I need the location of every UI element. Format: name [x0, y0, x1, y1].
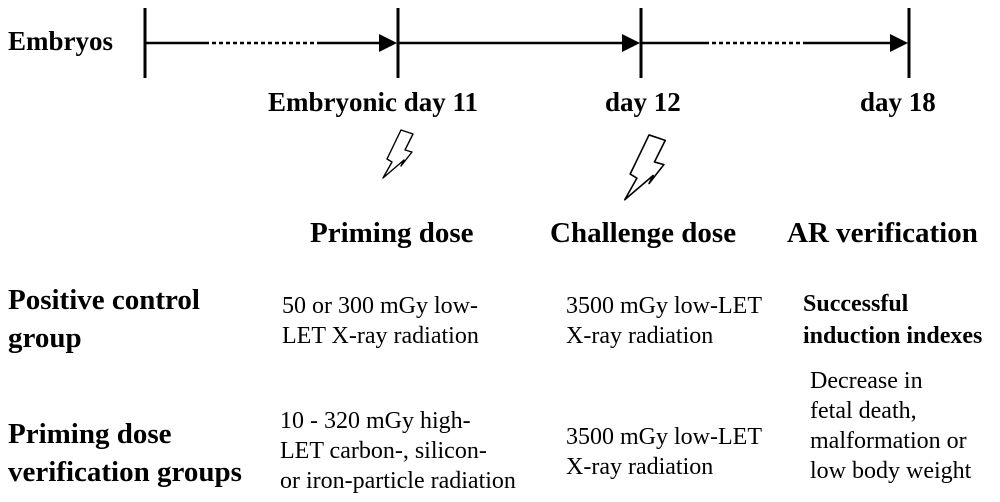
group-name-line: Priming dose [8, 418, 172, 450]
arrowhead-3 [890, 34, 908, 52]
group-name-line: verification groups [8, 456, 242, 488]
embryos-label: Embryos [8, 26, 114, 56]
cell-line: 10 - 320 mGy high- [280, 408, 471, 434]
positive-control-group-label: Positive control group [8, 281, 200, 357]
priming-dose-heading: Priming dose [310, 217, 474, 249]
heading-line: Successful [803, 291, 909, 317]
heading-line: induction indexes [803, 323, 983, 349]
detail-line: low body weight [810, 458, 972, 484]
group-name-line: group [8, 322, 82, 354]
cell-line: 50 or 300 mGy low- [282, 293, 478, 319]
priming-verification-challenge-cell: 3500 mGy low-LET X-ray radiation [566, 422, 762, 482]
detail-line: malformation or [810, 428, 967, 454]
detail-line: fetal death, [810, 398, 917, 424]
arrowhead-1 [379, 34, 397, 52]
tick-label-day-12: day 12 [605, 87, 681, 117]
detail-line: Decrease in [810, 368, 923, 394]
success-indexes-heading: Successful induction indexes [803, 288, 982, 352]
tick-label-day-11: Embryonic day 11 [268, 87, 479, 117]
verification-detail: Decrease in fetal death, malformation or… [810, 366, 971, 486]
challenge-dose-heading: Challenge dose [550, 217, 737, 249]
cell-line: 3500 mGy low-LET [566, 293, 762, 319]
group-name-line: Positive control [8, 284, 200, 316]
priming-lightning-icon [382, 129, 414, 179]
cell-line: or iron-particle radiation [280, 468, 516, 494]
cell-line: X-ray radiation [566, 454, 714, 480]
cell-line: X-ray radiation [566, 323, 714, 349]
challenge-lightning-icon [623, 134, 667, 201]
cell-line: 3500 mGy low-LET [566, 424, 762, 450]
priming-verification-priming-cell: 10 - 320 mGy high- LET carbon-, silicon-… [280, 406, 516, 496]
positive-control-priming-cell: 50 or 300 mGy low- LET X-ray radiation [282, 291, 479, 351]
ar-verification-heading: AR verification [787, 217, 978, 249]
arrowhead-2 [622, 34, 640, 52]
cell-line: LET carbon-, silicon- [280, 438, 487, 464]
tick-label-day-18: day 18 [860, 87, 936, 117]
priming-verification-group-label: Priming dose verification groups [8, 415, 242, 491]
cell-line: LET X-ray radiation [282, 323, 479, 349]
positive-control-challenge-cell: 3500 mGy low-LET X-ray radiation [566, 291, 762, 351]
